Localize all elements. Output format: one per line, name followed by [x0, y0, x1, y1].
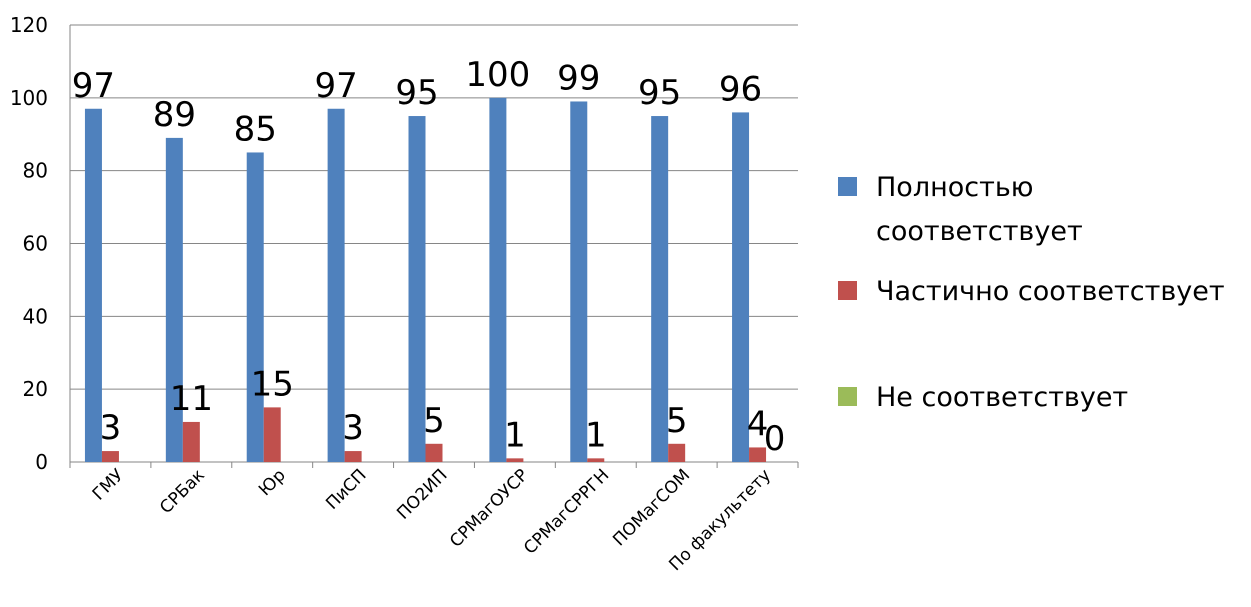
data-label: 3: [342, 408, 364, 448]
data-label: 5: [666, 401, 688, 441]
data-label: 100: [465, 55, 530, 95]
data-label: 5: [423, 401, 445, 441]
bar-partial: [668, 443, 686, 462]
y-tick-label: 120: [10, 13, 48, 37]
bars: [84, 97, 767, 463]
bar-partial: [506, 458, 524, 462]
bar-partial: [101, 451, 119, 462]
bar-partial: [587, 458, 605, 462]
y-tick-label: 0: [35, 450, 48, 474]
x-tick-label: ПиСП: [322, 465, 370, 513]
bar-full: [84, 108, 102, 462]
data-label: 99: [557, 58, 600, 98]
data-label: 97: [314, 66, 357, 106]
legend-marker: [838, 281, 857, 300]
y-tick-label: 100: [10, 86, 48, 110]
x-tick-label: СРМагСРРГН: [520, 465, 613, 558]
data-label: 97: [72, 66, 115, 106]
data-label: 3: [100, 408, 122, 448]
legend: Полностью соответствует Частично соответст…: [838, 172, 1225, 413]
bar-partial: [425, 443, 443, 462]
data-label: 96: [719, 69, 762, 109]
data-label: 0: [764, 419, 786, 459]
legend-label: Не соответствует: [876, 382, 1128, 413]
bar-full: [408, 116, 426, 463]
legend-marker: [838, 387, 857, 406]
data-label: 95: [395, 73, 438, 113]
legend-label: Частично соответствует: [876, 276, 1225, 307]
x-tick-label: СРМагОУСР: [446, 465, 532, 551]
y-tick-label: 40: [23, 304, 48, 328]
y-tick-label: 20: [23, 377, 48, 401]
bar-partial: [749, 447, 767, 462]
bar-full: [246, 152, 264, 463]
data-label: 15: [251, 364, 294, 404]
gridlines: [70, 24, 798, 390]
x-tick-label: ПОМагСОМ: [609, 465, 694, 550]
bar-partial: [263, 407, 281, 462]
bar-full: [489, 97, 507, 462]
x-tick-label: СРБак: [156, 465, 209, 518]
bar-full: [327, 108, 345, 462]
bar-full: [732, 112, 750, 463]
data-label: 85: [234, 109, 277, 149]
legend-marker: [838, 177, 857, 196]
data-label: 4: [747, 404, 769, 444]
bar-full: [651, 116, 669, 463]
data-label: 1: [504, 415, 526, 455]
data-label: 11: [170, 379, 213, 419]
x-tick-label: ГМУ: [89, 465, 129, 505]
data-label: 1: [585, 415, 607, 455]
x-tick-label: ПО2ИП: [393, 465, 451, 523]
bar-partial: [344, 451, 362, 462]
bar-full: [570, 101, 588, 462]
y-tick-label: 80: [23, 159, 48, 183]
data-label: 89: [153, 95, 196, 135]
y-tick-label: 60: [23, 232, 48, 256]
data-label: 95: [638, 73, 681, 113]
x-tick-label: Юр: [255, 465, 290, 500]
bar-full: [165, 137, 183, 462]
bar-partial: [182, 421, 200, 462]
legend-label: Полностью соответствует: [876, 172, 1083, 247]
